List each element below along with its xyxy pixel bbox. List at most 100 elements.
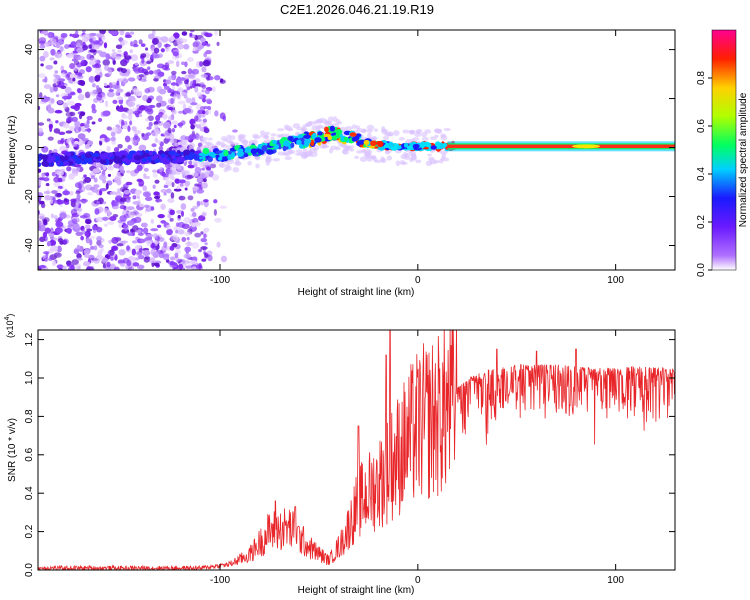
spectrogram-noise-blob [194, 115, 199, 122]
spectrogram-halo [441, 152, 447, 159]
spectrogram-noise-blob [184, 187, 188, 191]
spectrogram-ridge-blob [311, 132, 317, 140]
spectrogram-noise-blob [119, 30, 125, 36]
spectrogram-noise-blob [106, 261, 111, 268]
spectrogram-noise-blob [55, 221, 64, 228]
spectrogram-noise-blob [121, 39, 129, 45]
spectrogram-halo [384, 149, 391, 155]
snr-ytick-label: 1.0 [24, 371, 35, 385]
spectrogram-noise-blob [162, 121, 171, 129]
spectrogram-noise-blob [111, 236, 119, 244]
spectrogram-noise-blob [131, 240, 138, 244]
spectrogram-noise-blob [160, 203, 166, 210]
spectrogram-noise-blob [203, 105, 209, 110]
spectrogram-noise-blob [55, 42, 61, 49]
spectrogram-noise-blob [111, 140, 117, 145]
spectrogram-halo [381, 126, 386, 132]
spectrogram-noise-blob [173, 32, 180, 39]
spectrogram-ridge-blob [324, 126, 329, 133]
spectrogram-ridge-blob [150, 155, 156, 161]
spectrogram-noise-blob [181, 259, 186, 265]
spectrogram-noise-blob [75, 257, 83, 261]
spectrogram-halo [272, 158, 281, 162]
spectrogram-noise-blob [48, 257, 53, 262]
spectrogram-noise-blob [135, 229, 142, 234]
spectrogram-noise-blob [170, 70, 177, 75]
spectrogram-halo [200, 136, 208, 142]
spectrogram-halo [175, 171, 182, 176]
spectrogram-halo [439, 150, 448, 155]
spectrogram-noise-blob [80, 235, 84, 241]
spectrogram-halo [215, 142, 222, 146]
spectrogram-noise-blob [139, 238, 146, 243]
spectrogram-noise-blob [105, 100, 109, 108]
spectrogram-noise-blob [171, 91, 175, 96]
spectrogram-noise-blob [177, 87, 184, 92]
spectrogram-noise-blob [58, 131, 66, 136]
spectrogram-noise-blob [110, 131, 116, 137]
snr-axes: -100 0 100 0.0 0.2 0.4 0.6 0.8 1.0 1.2 [24, 330, 675, 586]
spectrogram-ridge-blob [283, 140, 290, 147]
spectrogram-noise-blob [134, 168, 140, 174]
spectrogram-halo [232, 166, 240, 173]
spectrogram-noise-blob [85, 66, 92, 73]
spectrogram-noise-blob [160, 220, 167, 224]
spectrogram-noise-blob [44, 227, 51, 234]
spectrogram-noise-blob [167, 75, 175, 81]
spectrogram-noise-blob [97, 117, 103, 123]
spectrogram-noise-blob [176, 186, 180, 190]
spectrogram-noise-blob [104, 223, 108, 227]
spectrogram-noise-blob [38, 168, 42, 173]
spectrogram-noise-blob [50, 227, 54, 234]
spectrogram-noise-blob [182, 103, 187, 110]
spectrogram-noise-blob [82, 179, 87, 184]
spectrogram-ridge-blob [141, 158, 148, 163]
spectrogram-xlabel: Height of straight line (km) [298, 287, 415, 298]
spectrogram-noise-blob [127, 113, 133, 121]
spectrogram-noise-blob [53, 60, 58, 65]
spectrogram-noise-blob [83, 253, 90, 258]
spectrogram-noise-blob [95, 50, 103, 54]
spectrogram-noise-blob [81, 137, 89, 142]
spectrogram-noise-blob [54, 109, 63, 114]
spectrogram-noise-blob [38, 127, 44, 134]
spectrogram-noise-blob [38, 221, 41, 228]
spectrogram-noise-blob [85, 224, 91, 229]
spectrogram-noise-blob [143, 257, 150, 263]
spectrogram-ridge-blob [80, 154, 86, 160]
spectrogram-noise-blob [168, 106, 174, 111]
spectrogram-noise-blob [75, 42, 81, 48]
spectrogram-ridge-blob [331, 135, 338, 141]
spectrogram-noise-blob [146, 60, 152, 65]
spectrogram-ridge-blob [160, 153, 166, 158]
spectrogram-band-highlight [571, 144, 600, 149]
spectrogram-noise-blob [202, 212, 206, 217]
spectrogram-noise-blob [83, 212, 91, 218]
spectrogram-noise-blob [100, 246, 104, 253]
spectrogram-halo [270, 133, 277, 137]
spectrogram-ridge-blob [184, 155, 189, 160]
spectrogram-noise-blob [79, 80, 86, 86]
spectrogram-halo [408, 129, 416, 134]
spectrogram-halo [324, 119, 329, 125]
spectrogram-noise-blob [93, 245, 98, 251]
spectrogram-noise-blob [184, 231, 191, 237]
spectrogram-noise-blob [214, 110, 219, 117]
spectrogram-noise-blob [89, 239, 93, 246]
spectrogram-noise-blob [196, 188, 205, 194]
spectrogram-halo [359, 156, 368, 162]
spectrogram-noise-blob [90, 235, 95, 240]
spectrogram-noise-blob [143, 173, 147, 178]
spectrogram-noise-blob [57, 139, 62, 145]
spectrogram-noise-blob [53, 215, 58, 220]
spectrogram-noise-blob [71, 142, 77, 147]
spectrogram-noise-blob [213, 209, 217, 216]
spectrogram-halo [229, 135, 236, 141]
spectrogram-noise-blob [93, 177, 98, 183]
spectrogram-noise-blob [40, 63, 44, 67]
spectrogram-noise-blob [205, 98, 212, 103]
spectrogram-ridge-blob [257, 149, 265, 155]
spectrogram-halo [345, 125, 353, 131]
spectrogram-noise-blob [96, 200, 101, 205]
spectrogram-noise-blob [151, 143, 157, 148]
